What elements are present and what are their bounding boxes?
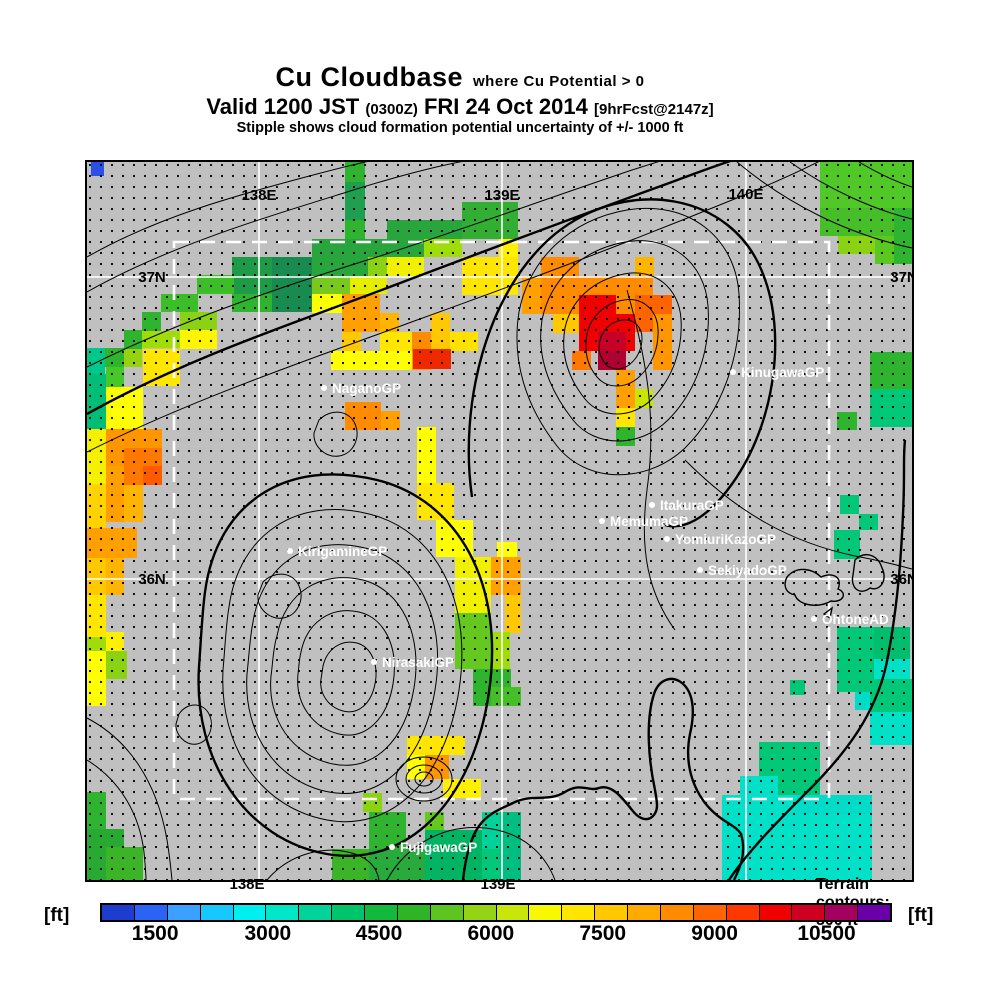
site-label: KirigamineGP <box>298 544 387 559</box>
graticule-label: 37N <box>138 269 166 286</box>
terrain-contours <box>87 162 912 880</box>
colorbar-tick-value: 6000 <box>467 922 515 945</box>
valid-time-line: Valid 1200 JST (0300Z) FRI 24 Oct 2014 [… <box>0 94 920 120</box>
cloudbase-colorbar <box>100 903 892 922</box>
colorbar-segment <box>693 905 727 920</box>
site-label: FujigawaGP <box>400 840 477 855</box>
site-dot <box>287 548 293 554</box>
colorbar-segment <box>397 905 431 920</box>
site-label: NirasakiGP <box>382 655 454 670</box>
colorbar-segment <box>233 905 267 920</box>
model-domain-dashed-box <box>172 240 831 801</box>
colorbar-unit-right: [ft] <box>908 905 934 926</box>
site-dot <box>321 385 327 391</box>
colorbar-segment <box>365 905 398 920</box>
colorbar-segment <box>628 905 661 920</box>
colorbar-segment <box>825 905 859 920</box>
colorbar-segment <box>595 905 628 920</box>
graticule-label: 36N <box>138 571 166 588</box>
colorbar-tick-value: 1500 <box>131 922 179 945</box>
title-block: Cu Cloudbase where Cu Potential > 0 Valid… <box>0 62 920 136</box>
site-dot <box>811 616 817 622</box>
colorbar-tick-value: 3000 <box>244 922 292 945</box>
site-label: ItakuraGP <box>660 498 724 513</box>
stipple-note: Stipple shows cloud formation potential … <box>236 120 684 136</box>
graticule-label: 138E <box>241 187 276 204</box>
map-canvas: 138E 139E 140E 37N 36N 37N 36N NaganoGP Kinugaw… <box>87 162 912 880</box>
colorbar-segment <box>332 905 365 920</box>
stipple-layer <box>87 162 912 880</box>
site-dot <box>697 567 703 573</box>
colorbar-segment <box>200 905 234 920</box>
valid-zulu: (0300Z) <box>365 101 418 118</box>
site-dot <box>599 518 605 524</box>
site-label: NaganoGP <box>332 381 401 396</box>
colorbar-tick-value: 10500 <box>797 922 856 945</box>
graticule-label: 36N <box>890 571 912 588</box>
colorbar-segment <box>858 905 890 920</box>
colorbar-segment <box>102 905 135 920</box>
graticule <box>87 162 912 880</box>
site-dot <box>371 659 377 665</box>
graticule-label: 139E <box>484 187 519 204</box>
forecast-ref: [9hrFcst@2147z] <box>593 101 714 118</box>
site-label: OhtoneAD <box>822 612 889 627</box>
title-main: Cu Cloudbase <box>275 62 464 92</box>
site-dot <box>730 369 736 375</box>
title-condition: where Cu Potential > 0 <box>473 73 645 90</box>
site-label: KinugawaGP <box>741 365 824 380</box>
colorbar-segment <box>562 905 596 920</box>
colorbar-segment <box>529 905 563 920</box>
graticule-label: 140E <box>728 186 763 203</box>
colorbar-tick-labels: 1500 3000 4500 6000 7500 9000 10500 <box>100 922 888 946</box>
colorbar-segment <box>266 905 300 920</box>
graticule-labels: 138E 139E 140E 37N 36N 37N 36N <box>138 186 912 588</box>
colorbar-unit-left: [ft] <box>44 905 70 926</box>
colorbar-segment <box>726 905 760 920</box>
colorbar-segment <box>134 905 168 920</box>
site-label: SekiyadoGP <box>708 563 787 578</box>
colorbar-tick-value: 4500 <box>355 922 403 945</box>
colorbar-tick-value: 7500 <box>579 922 627 945</box>
colorbar-segment <box>463 905 497 920</box>
bottom-longitude-label: 139E <box>480 876 516 893</box>
colorbar-segment <box>496 905 530 920</box>
valid-date: FRI 24 Oct 2014 <box>423 94 588 119</box>
bottom-longitude-label: 138E <box>229 876 265 893</box>
colorbar-segment <box>167 905 201 920</box>
lakes-outline <box>784 554 885 620</box>
graticule-label: 37N <box>890 269 912 286</box>
valid-prefix: Valid 1200 JST <box>206 94 360 119</box>
page-title: Cu Cloudbase where Cu Potential > 0 <box>0 62 920 93</box>
colorbar-tick-value: 9000 <box>691 922 738 945</box>
forecast-map: 138E 139E 140E 37N 36N 37N 36N NaganoGP Kinugaw… <box>85 160 914 882</box>
site-dot <box>664 536 670 542</box>
colorbar-segment <box>759 905 793 920</box>
site-label: MemumaGP <box>610 514 688 529</box>
colorbar-segment <box>430 905 464 920</box>
colorbar-segment <box>660 905 694 920</box>
colorbar-segment <box>792 905 826 920</box>
site-label: YomiuriKazoGP <box>675 532 776 547</box>
site-dot <box>649 502 655 508</box>
coastline <box>461 439 907 880</box>
site-dot <box>389 844 395 850</box>
colorbar-segment <box>299 905 333 920</box>
